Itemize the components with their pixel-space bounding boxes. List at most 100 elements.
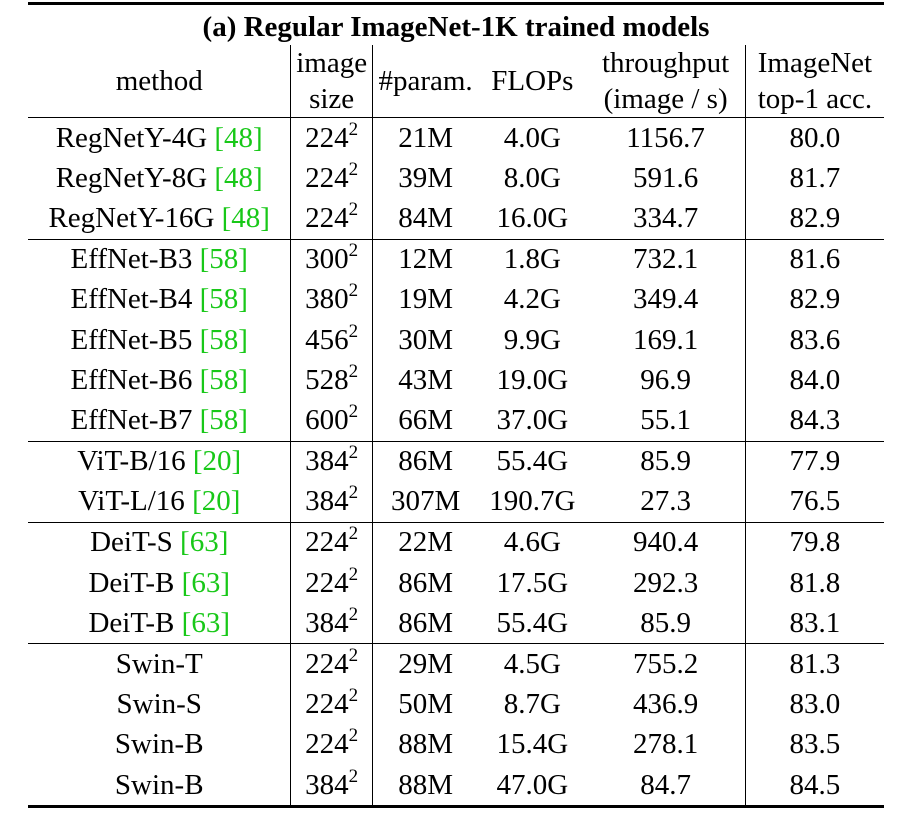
method-name: DeiT-B	[88, 606, 182, 639]
cell-flops: 4.5G	[478, 643, 587, 685]
method-name: RegNetY-16G	[48, 201, 222, 234]
method-name: Swin-B	[114, 728, 204, 761]
image-size-exponent: 2	[348, 198, 359, 220]
image-size-base: 224	[305, 526, 349, 559]
cell-accuracy: 81.6	[745, 238, 884, 280]
cell-flops: 55.4G	[496, 606, 569, 639]
citation-link[interactable]: [48]	[221, 201, 270, 234]
cell-method: EffNet-B6 [58]	[28, 360, 292, 401]
table-row: ViT-B/16 [20] 3842 86M 55.4G 85.9 77.9	[28, 440, 884, 482]
method-name: EffNet-B7	[70, 403, 200, 436]
cell-param: 19M	[398, 283, 453, 316]
cell-image-size: 2242	[290, 724, 373, 765]
cell-throughput: 85.9	[586, 603, 746, 644]
table-row: EffNet-B6 [58] 5282 43M 19.0G 96.9 84.0	[28, 360, 884, 401]
citation-link[interactable]: [63]	[181, 566, 230, 599]
method-name: DeiT-S	[90, 526, 181, 559]
image-size-exponent: 2	[348, 360, 359, 382]
header-accuracy-line1: ImageNet	[757, 46, 873, 79]
citation-link[interactable]: [63]	[181, 606, 230, 639]
image-size-base: 224	[305, 728, 349, 761]
cell-throughput: 591.6	[586, 158, 746, 199]
image-size-exponent: 2	[348, 240, 359, 262]
citation-link[interactable]: [58]	[199, 323, 248, 356]
image-size-exponent: 2	[348, 645, 359, 667]
image-size-base: 224	[305, 161, 349, 194]
cell-throughput: 96.9	[586, 360, 746, 401]
cell-accuracy: 84.5	[745, 765, 884, 809]
cell-image-size: 6002	[290, 400, 373, 441]
table-row: DeiT-B [63] 3842 86M 55.4G 85.9 83.1	[28, 603, 884, 644]
cell-method: DeiT-B [63]	[28, 603, 292, 644]
table-row: DeiT-B [63] 2242 86M 17.5G 292.3 81.8	[28, 563, 884, 604]
citation-link[interactable]: [58]	[199, 363, 248, 396]
table-row: RegNetY-4G [48] 2242 21M 4.0G 1156.7 80.0	[28, 117, 884, 159]
cell-accuracy: 83.5	[789, 728, 841, 761]
image-size-exponent: 2	[348, 725, 359, 747]
header-image-size-line2: size	[290, 81, 373, 118]
image-size-exponent: 2	[348, 400, 359, 422]
cell-param: 21M	[372, 117, 479, 159]
cell-flops: 4.0G	[478, 117, 587, 159]
table-row: EffNet-B4 [58] 3802 19M 4.2G 349.4 82.9	[28, 279, 884, 320]
cell-param: 50M	[398, 688, 453, 721]
header-throughput-line2: (image / s)	[586, 81, 746, 118]
table-row: EffNet-B7 [58] 6002 66M 37.0G 55.1 84.3	[28, 400, 884, 441]
image-size-exponent: 2	[348, 158, 359, 180]
image-size-exponent: 2	[348, 603, 359, 625]
cell-method: EffNet-B7 [58]	[28, 400, 292, 441]
table-row: Swin-T 2242 29M 4.5G 755.2 81.3	[28, 643, 884, 685]
cell-accuracy: 77.9	[745, 440, 884, 482]
citation-link[interactable]: [20]	[192, 485, 241, 518]
cell-accuracy: 80.0	[745, 117, 884, 159]
image-size-exponent: 2	[348, 523, 359, 545]
table-row: DeiT-S [63] 2242 22M 4.6G 940.4 79.8	[28, 521, 884, 564]
citation-link[interactable]: [58]	[199, 403, 248, 436]
cell-param: 30M	[398, 323, 453, 356]
cell-image-size: 3002	[290, 238, 373, 280]
cell-method: DeiT-B [63]	[28, 563, 292, 604]
cell-image-size: 3842	[290, 440, 373, 482]
cell-method: RegNetY-16G [48]	[28, 198, 292, 240]
cell-param: 88M	[372, 765, 479, 809]
image-size-base: 380	[305, 283, 349, 316]
cell-image-size: 2242	[290, 158, 373, 199]
cell-throughput: 27.3	[586, 481, 746, 523]
cell-param: 22M	[372, 521, 479, 564]
cell-throughput: 755.2	[586, 643, 746, 685]
method-name: ViT-B/16	[77, 445, 193, 478]
image-size-exponent: 2	[348, 320, 359, 342]
cell-flops: 19.0G	[496, 363, 569, 396]
cell-image-size: 3842	[290, 481, 373, 523]
cell-method: Swin-B	[28, 724, 292, 765]
citation-link[interactable]: [20]	[192, 445, 242, 478]
cell-param: 12M	[372, 238, 479, 280]
method-name: Swin-S	[116, 688, 202, 721]
cell-param: 88M	[398, 728, 453, 761]
cell-method: ViT-B/16 [20]	[28, 440, 292, 482]
citation-link[interactable]: [63]	[180, 526, 229, 559]
table-row: RegNetY-8G [48] 2242 39M 8.0G 591.6 81.7	[28, 158, 884, 199]
cell-accuracy: 79.8	[745, 521, 884, 564]
method-name: RegNetY-8G	[55, 161, 215, 194]
citation-link[interactable]: [58]	[199, 243, 248, 276]
method-name: EffNet-B3	[70, 243, 200, 276]
image-size-base: 224	[305, 566, 349, 599]
image-size-base: 300	[305, 243, 349, 276]
cell-param: 29M	[372, 643, 479, 685]
header-param: #param.	[378, 64, 473, 97]
image-size-base: 224	[305, 201, 349, 234]
table-row: ViT-L/16 [20] 3842 307M 190.7G 27.3 76.5	[28, 481, 884, 523]
citation-link[interactable]: [48]	[214, 161, 263, 194]
cell-throughput: 169.1	[586, 319, 746, 361]
cell-flops: 8.0G	[503, 161, 561, 194]
table-row: EffNet-B3 [58] 3002 12M 1.8G 732.1 81.6	[28, 238, 884, 280]
cell-flops: 15.4G	[496, 728, 569, 761]
cell-param: 66M	[398, 403, 453, 436]
image-size-base: 528	[305, 363, 349, 396]
header-flops: FLOPs	[491, 64, 574, 97]
image-size-base: 224	[305, 121, 349, 154]
cell-image-size: 2242	[290, 117, 373, 159]
citation-link[interactable]: [48]	[214, 121, 263, 154]
citation-link[interactable]: [58]	[199, 283, 248, 316]
